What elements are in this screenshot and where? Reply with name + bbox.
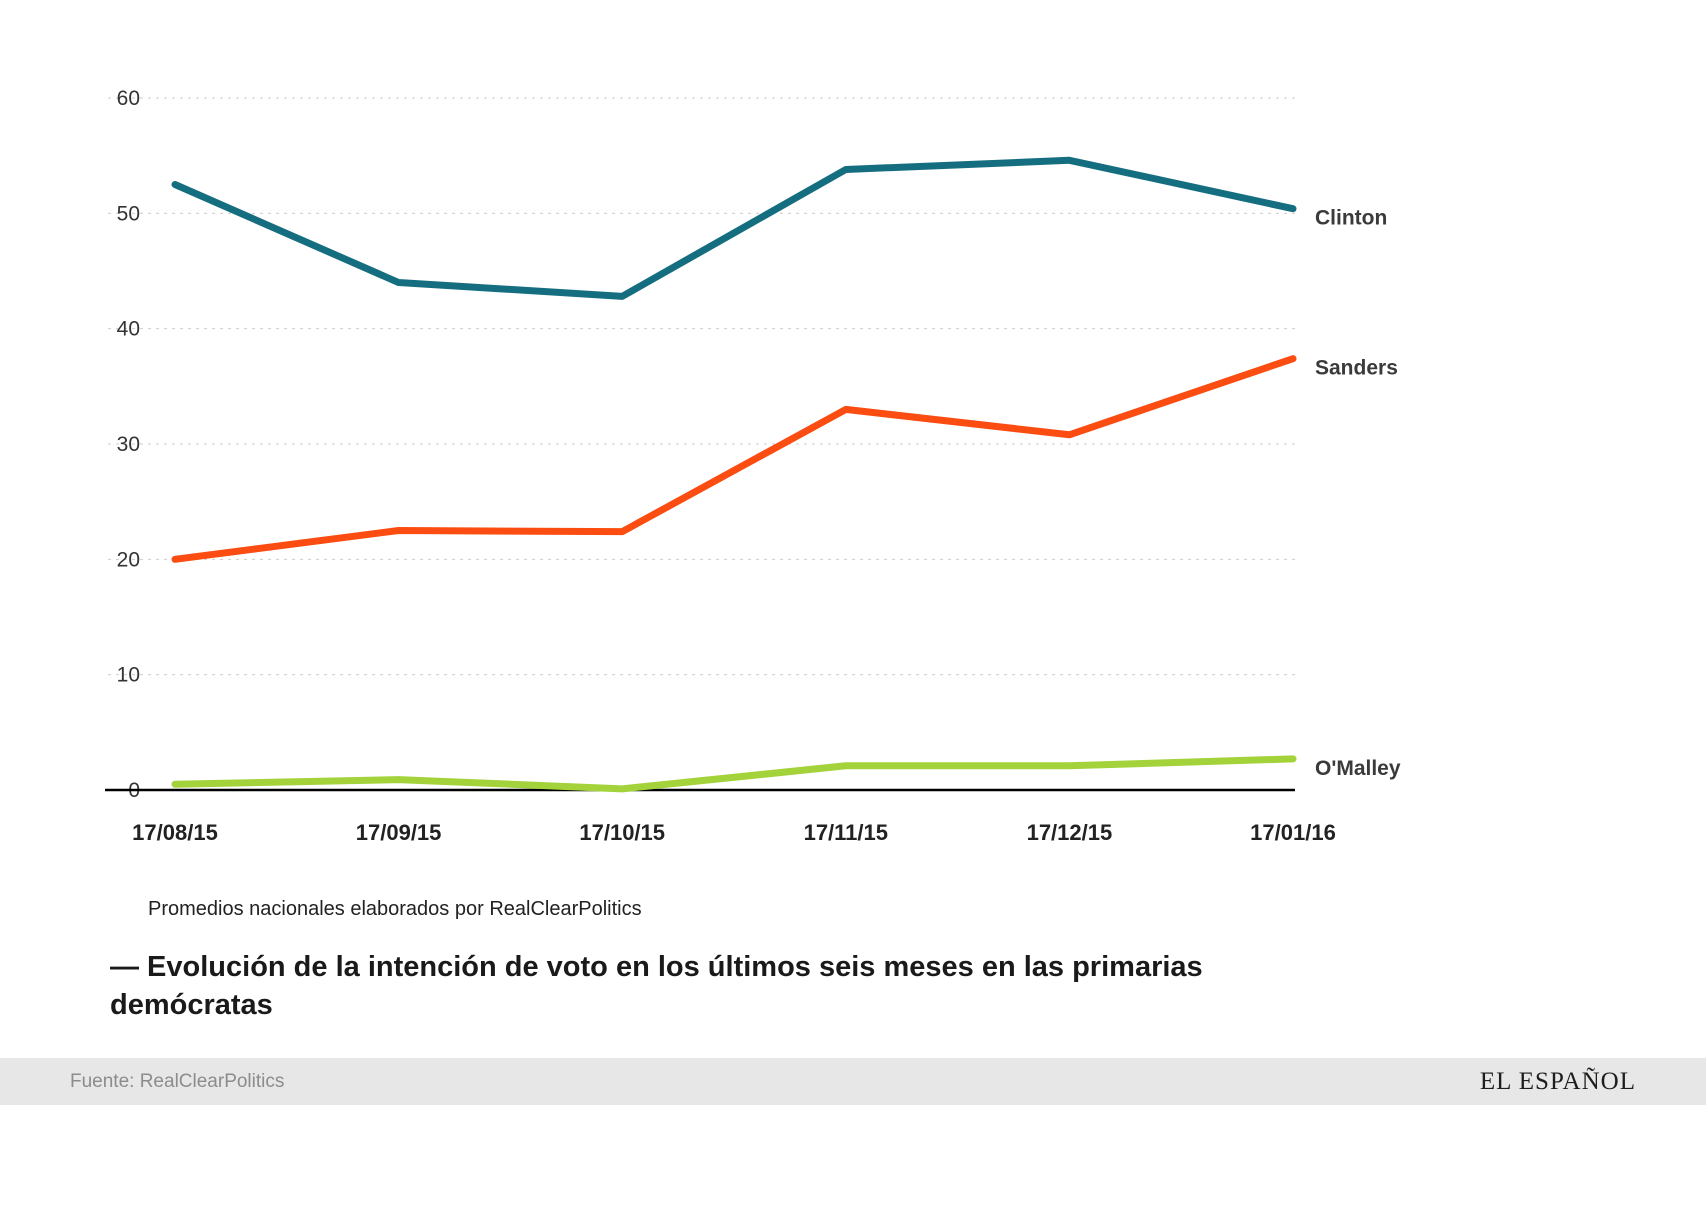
y-axis-tick-label: 40 (117, 318, 140, 341)
footer-source: Fuente: RealClearPolitics (70, 1070, 285, 1092)
series-label-sanders: Sanders (1315, 357, 1398, 380)
chart-caption: Promedios nacionales elaborados por Real… (148, 898, 642, 920)
y-axis-tick-label: 30 (117, 433, 140, 456)
footer-bar: Fuente: RealClearPolitics EL ESPAÑOL (0, 1058, 1706, 1105)
y-axis-tick-label: 10 (117, 664, 140, 687)
series-label-omalley: O'Malley (1315, 757, 1401, 780)
line-chart: 0102030405060ClintonSandersO'Malley17/08… (105, 87, 1401, 845)
x-axis-label: 17/12/15 (1027, 820, 1113, 845)
series-line-clinton (171, 156, 1297, 300)
y-axis-tick-label: 50 (117, 202, 140, 225)
x-axis-label: 17/11/15 (804, 820, 888, 845)
brand-logo: EL ESPAÑOL (1479, 1067, 1636, 1095)
y-axis-tick-label: 60 (117, 87, 140, 110)
y-axis-tick-label: 20 (117, 548, 140, 571)
series-line-sanders (171, 355, 1297, 563)
series-label-clinton: Clinton (1315, 207, 1387, 230)
x-axis-label: 17/08/15 (132, 820, 218, 845)
x-axis-label: 17/01/16 (1250, 820, 1336, 845)
x-axis-label: 17/09/15 (356, 820, 442, 845)
series-line-omalley (171, 755, 1297, 793)
chart-title: — Evolución de la intención de voto en l… (110, 951, 1203, 1022)
x-axis-label: 17/10/15 (579, 820, 665, 845)
